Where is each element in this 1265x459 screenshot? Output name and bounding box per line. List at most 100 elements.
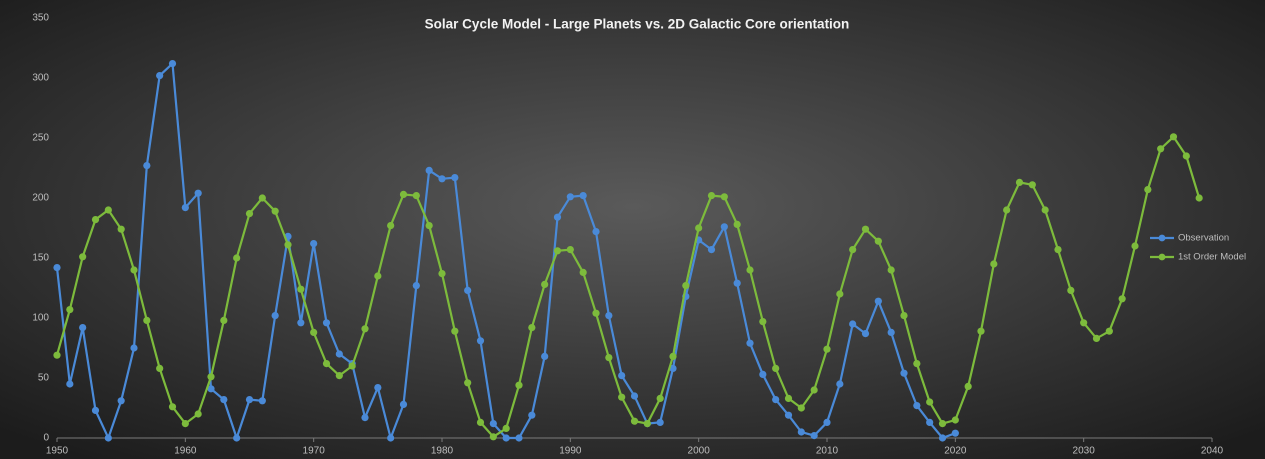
data-point (91, 406, 100, 414)
data-point (874, 237, 882, 245)
data-point (1080, 319, 1088, 327)
legend-marker (1158, 234, 1166, 242)
data-point (412, 192, 420, 200)
data-point (977, 327, 985, 335)
data-point (784, 394, 793, 402)
data-point (1054, 246, 1062, 254)
x-tick-label: 1950 (46, 446, 69, 457)
y-tick-label: 150 (32, 253, 49, 264)
data-point (489, 420, 497, 428)
data-point (964, 382, 972, 390)
data-point (656, 418, 664, 426)
legend-label: Observation (1178, 233, 1229, 244)
data-point (1015, 178, 1024, 186)
data-point (207, 373, 215, 381)
data-point (541, 352, 549, 360)
data-point (579, 268, 587, 276)
data-point (348, 362, 356, 370)
legend-marker (1158, 253, 1166, 261)
data-point (361, 325, 369, 333)
data-point (528, 411, 536, 419)
data-point (707, 246, 716, 254)
data-point (861, 225, 870, 233)
data-point (541, 280, 549, 288)
x-tick-label: 1990 (559, 446, 582, 457)
data-point (181, 420, 189, 428)
data-point (412, 282, 420, 290)
legend-label: 1st Order Model (1178, 252, 1246, 263)
data-point (1041, 206, 1049, 214)
data-point (258, 194, 266, 202)
data-point (926, 398, 934, 406)
y-tick-label: 300 (32, 73, 49, 84)
data-point (887, 266, 895, 274)
data-point (104, 206, 112, 214)
data-point (335, 372, 343, 380)
data-point (284, 241, 292, 249)
x-tick-label: 1970 (303, 446, 326, 457)
data-point (399, 190, 408, 198)
data-point (1092, 334, 1101, 342)
data-point (104, 434, 112, 442)
data-point (579, 192, 587, 200)
data-point (156, 364, 164, 372)
data-point (656, 394, 664, 402)
data-point (618, 393, 626, 401)
x-tick-label: 2030 (1073, 446, 1096, 457)
x-tick-label: 1960 (174, 446, 197, 457)
data-point (784, 411, 793, 419)
data-point (489, 433, 497, 441)
data-point (310, 240, 318, 248)
data-point (823, 345, 831, 353)
data-point (66, 380, 74, 388)
data-point (515, 434, 523, 442)
data-point (849, 246, 857, 254)
data-point (271, 312, 279, 320)
data-point (720, 193, 728, 201)
data-point (566, 246, 574, 254)
data-point (233, 434, 241, 442)
data-point (194, 410, 202, 418)
data-point (605, 354, 613, 362)
data-point (335, 350, 343, 358)
data-point (592, 309, 600, 317)
data-point (181, 204, 189, 212)
data-point (399, 400, 408, 408)
x-tick-label: 2010 (816, 446, 839, 457)
data-point (810, 432, 818, 440)
data-point (53, 264, 61, 272)
data-point (746, 266, 754, 274)
data-point (592, 228, 600, 236)
data-point (220, 396, 228, 404)
data-point (130, 266, 138, 274)
data-point (502, 424, 510, 432)
y-tick-label: 0 (43, 433, 49, 444)
data-point (207, 385, 215, 393)
data-point (476, 337, 485, 345)
data-point (515, 381, 523, 389)
data-point (913, 402, 921, 410)
y-tick-label: 100 (32, 313, 49, 324)
data-point (156, 72, 164, 80)
data-point (553, 247, 562, 255)
data-point (836, 380, 844, 388)
data-point (310, 328, 318, 336)
x-tick-label: 2040 (1201, 446, 1224, 457)
data-point (553, 213, 562, 221)
data-point (143, 162, 151, 170)
data-point (387, 434, 395, 442)
data-point (772, 396, 780, 404)
data-point (451, 327, 459, 335)
data-point (464, 286, 472, 294)
data-point (746, 339, 754, 347)
data-point (374, 384, 382, 392)
data-point (695, 224, 703, 232)
data-point (913, 360, 921, 368)
x-tick-label: 1980 (431, 446, 454, 457)
data-point (79, 253, 87, 261)
data-point (79, 324, 87, 332)
data-point (528, 324, 536, 332)
data-point (53, 351, 61, 359)
